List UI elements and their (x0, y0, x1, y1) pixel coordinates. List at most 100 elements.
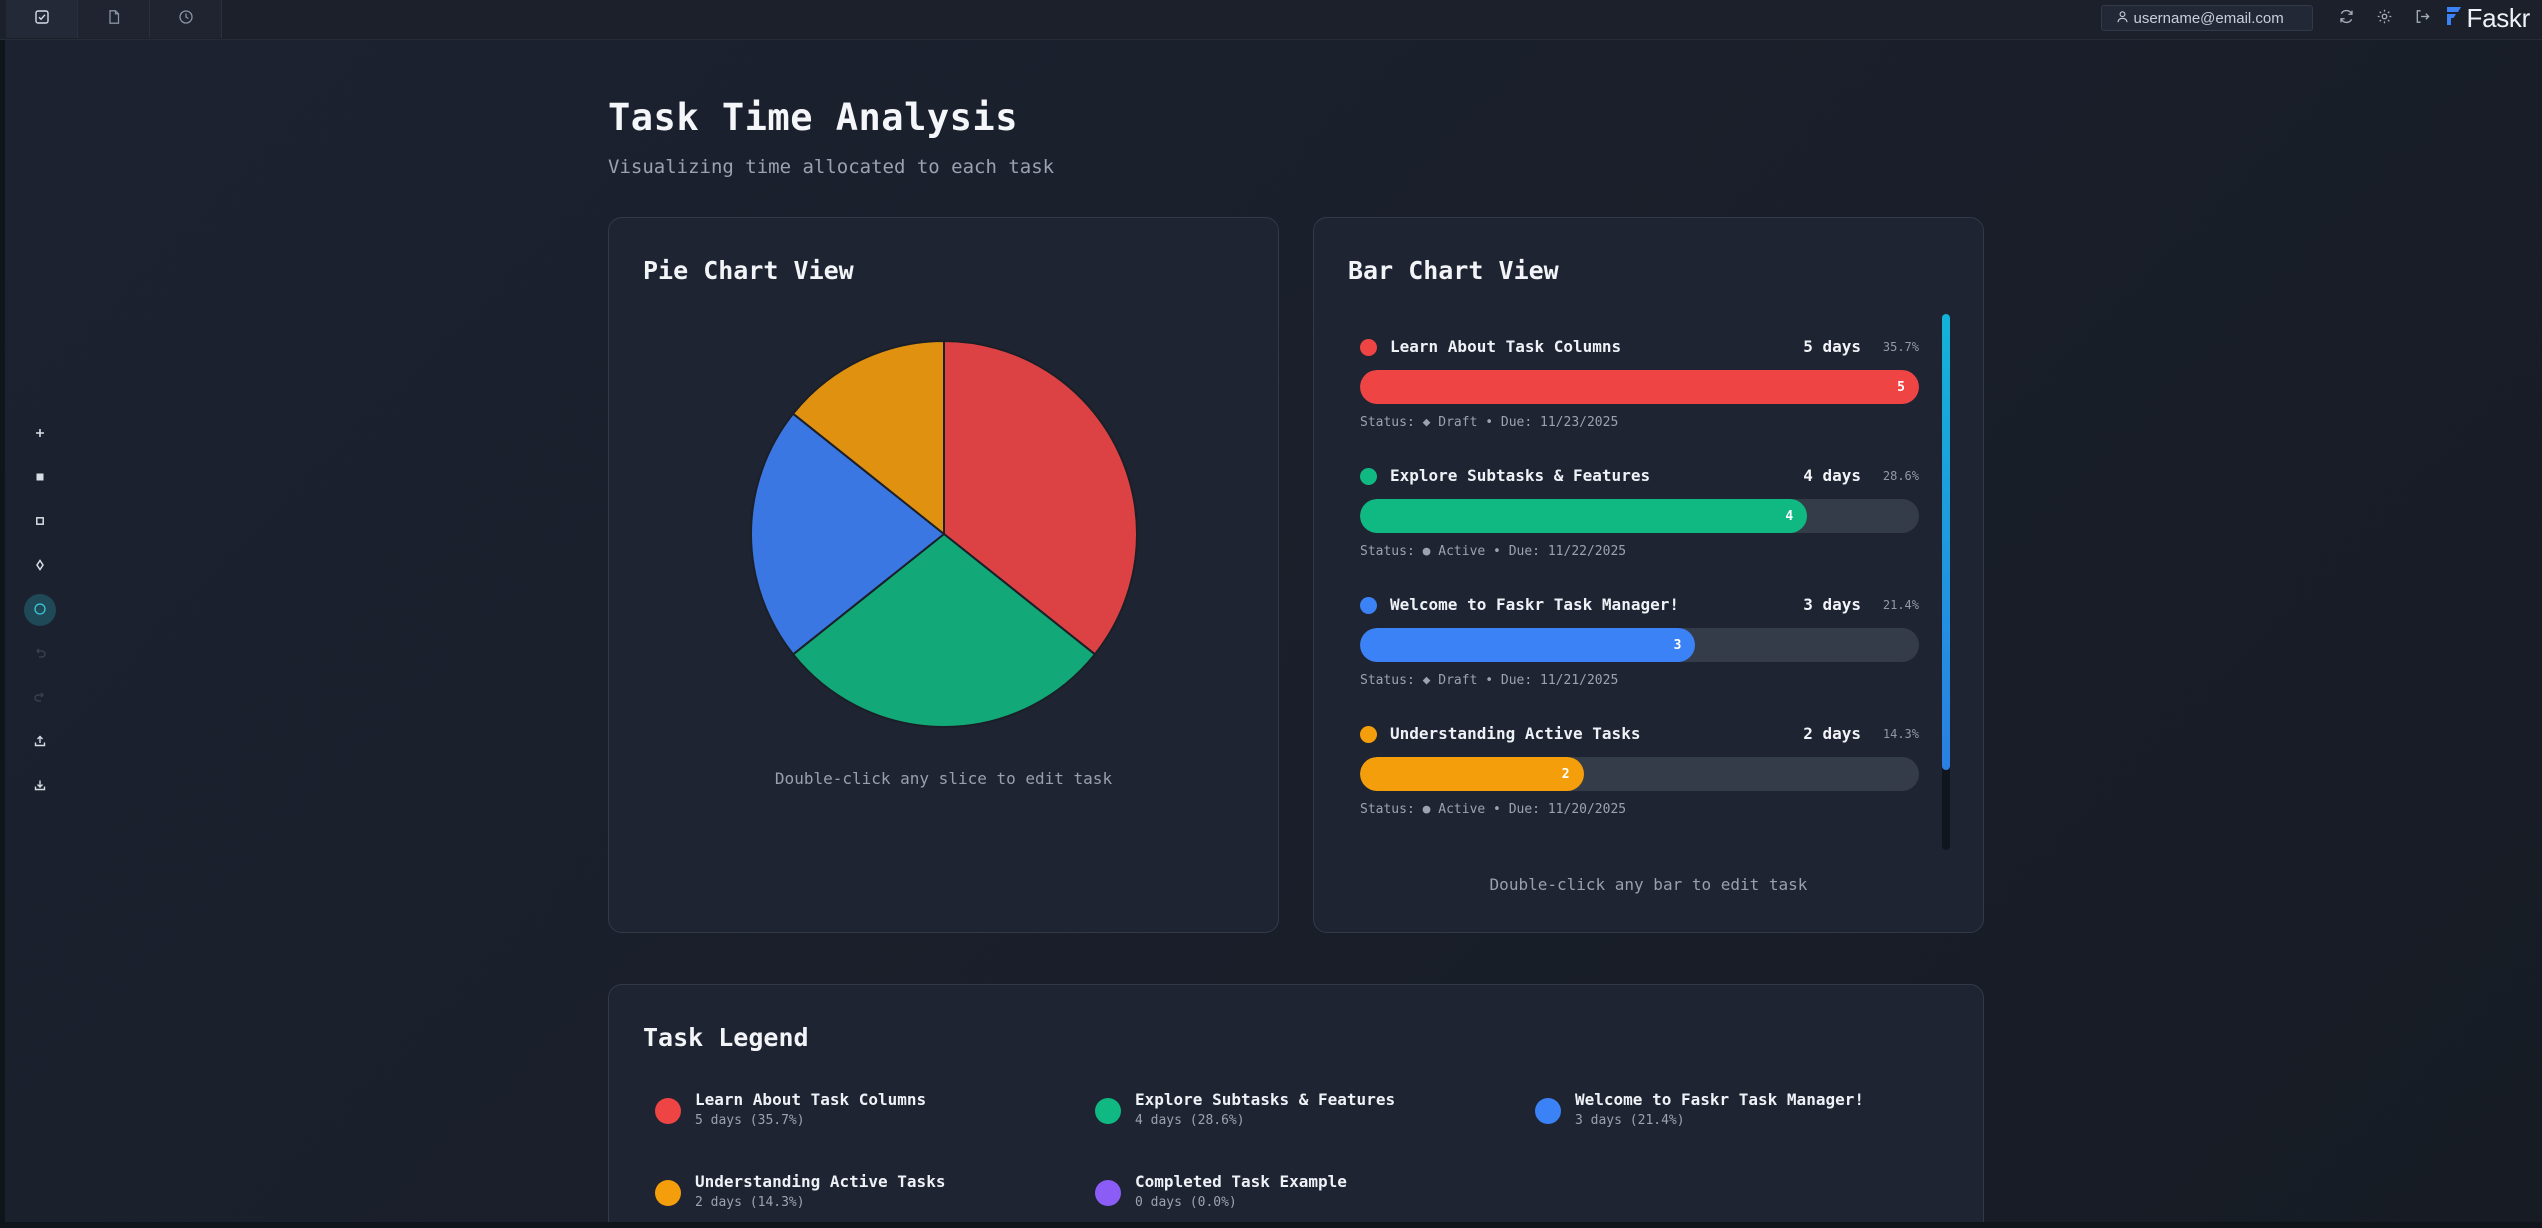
faskr-logo-icon (2445, 5, 2463, 31)
tab-tasks[interactable] (6, 0, 78, 38)
sync-button[interactable] (2327, 0, 2365, 36)
scrollbar-thumb[interactable] (1942, 314, 1950, 770)
checkbox-icon (34, 9, 50, 29)
legend-color-dot (1095, 1098, 1121, 1124)
filled-square-icon (33, 469, 47, 488)
legend-task-name: Understanding Active Tasks (695, 1172, 946, 1191)
gear-icon (2376, 8, 2393, 29)
undo-button[interactable] (20, 632, 60, 676)
legend-task-name: Explore Subtasks & Features (1135, 1090, 1396, 1109)
bar-task-status: Status: ◆ Draft • Due: 11/23/2025 (1360, 415, 1619, 430)
bar-list-scrollbar[interactable] (1942, 314, 1950, 850)
page-title: Task Time Analysis (608, 96, 1018, 139)
active-tool-highlight (24, 594, 56, 626)
legend-color-dot (1535, 1098, 1561, 1124)
redo-button[interactable] (20, 676, 60, 720)
bar-task-percent: 21.4% (1882, 598, 1919, 612)
pie-card-title: Pie Chart View (643, 256, 854, 285)
legend-task-name: Welcome to Faskr Task Manager! (1575, 1090, 1864, 1109)
task-color-dot (1360, 726, 1377, 743)
bar-value-label: 4 (1785, 508, 1794, 524)
pie-slice[interactable] (750, 412, 946, 656)
pie-slice[interactable] (791, 339, 945, 537)
bar-task-percent: 14.3% (1882, 727, 1919, 741)
upload-icon (33, 733, 47, 752)
legend-color-dot (655, 1180, 681, 1206)
refresh-icon (2338, 8, 2355, 29)
legend-card-title: Task Legend (643, 1023, 809, 1052)
logout-icon (2414, 8, 2431, 29)
export-button[interactable] (20, 720, 60, 764)
brand-name: Faskr (2466, 2, 2530, 33)
bar-card-title: Bar Chart View (1348, 256, 1559, 285)
circle-icon (33, 601, 47, 620)
bar-item[interactable]: Welcome to Faskr Task Manager! 3 days 21.4… (1360, 592, 1919, 688)
task-legend-card: Task Legend Learn About Task Columns 5 da… (608, 984, 1984, 1228)
pie-slice[interactable] (943, 339, 1138, 656)
left-edge (0, 0, 5, 1228)
task-color-dot (1360, 339, 1377, 356)
legend-task-summary: 0 days (0.0%) (1135, 1195, 1237, 1210)
bar-track[interactable]: 2 (1360, 757, 1919, 791)
user-account[interactable]: username@email.com (2101, 5, 2314, 31)
bar-value-label: 2 (1561, 766, 1570, 782)
pie-slice[interactable] (791, 532, 1097, 728)
filled-square-tool-button[interactable] (20, 456, 60, 500)
outline-square-tool-button[interactable] (20, 500, 60, 544)
redo-icon (33, 689, 47, 708)
bar-task-days: 4 days (1803, 466, 1861, 485)
bar-list[interactable]: Learn About Task Columns 5 days 35.7% 5 Stat… (1360, 314, 1946, 850)
legend-color-dot (1095, 1180, 1121, 1206)
tab-history[interactable] (150, 0, 222, 38)
bar-task-name: Understanding Active Tasks (1390, 724, 1641, 743)
settings-button[interactable] (2365, 0, 2403, 36)
circle-tool-button[interactable] (20, 588, 60, 632)
task-color-dot (1360, 597, 1377, 614)
bar-task-days: 5 days (1803, 337, 1861, 356)
bar-chart-card: Bar Chart View Learn About Task Columns 5… (1313, 217, 1984, 933)
bar-task-name: Learn About Task Columns (1390, 337, 1622, 356)
tab-documents[interactable] (78, 0, 150, 38)
bar-task-percent: 28.6% (1882, 469, 1919, 483)
legend-color-dot (655, 1098, 681, 1124)
bar-fill[interactable]: 3 (1360, 628, 1696, 662)
import-button[interactable] (20, 764, 60, 808)
logout-button[interactable] (2403, 0, 2441, 36)
plus-icon (33, 425, 47, 444)
top-right-controls: username@email.com Faskr (2101, 0, 2542, 36)
bar-task-status: Status: ● Active • Due: 11/22/2025 (1360, 544, 1627, 559)
bar-track[interactable]: 5 (1360, 370, 1919, 404)
bar-value-label: 3 (1673, 637, 1682, 653)
bar-track[interactable]: 3 (1360, 628, 1919, 662)
bar-fill[interactable]: 4 (1360, 499, 1808, 533)
diamond-tool-button[interactable] (20, 544, 60, 588)
document-icon (106, 9, 122, 29)
bar-fill[interactable]: 2 (1360, 757, 1584, 791)
bar-fill[interactable]: 5 (1360, 370, 1919, 404)
bar-track[interactable]: 4 (1360, 499, 1919, 533)
bar-task-name: Welcome to Faskr Task Manager! (1390, 595, 1679, 614)
legend-task-summary: 4 days (28.6%) (1135, 1113, 1245, 1128)
download-icon (33, 777, 47, 796)
bar-item[interactable]: Learn About Task Columns 5 days 35.7% 5 Stat… (1360, 334, 1919, 430)
bar-item[interactable]: Understanding Active Tasks 2 days 14.3% 2 St… (1360, 721, 1919, 817)
bottom-edge (0, 1222, 2542, 1228)
undo-icon (33, 645, 47, 664)
add-tool-button[interactable] (20, 412, 60, 456)
diamond-icon (33, 557, 47, 576)
bar-task-status: Status: ● Active • Due: 11/20/2025 (1360, 802, 1627, 817)
pie-chart-card: Pie Chart View Double-click any slice to… (608, 217, 1279, 933)
bar-task-days: 3 days (1803, 595, 1861, 614)
bar-task-status: Status: ◆ Draft • Due: 11/21/2025 (1360, 673, 1619, 688)
pie-chart (750, 339, 1138, 728)
brand[interactable]: Faskr (2445, 3, 2530, 34)
legend-task-name: Learn About Task Columns (695, 1090, 927, 1109)
legend-task-summary: 2 days (14.3%) (695, 1195, 805, 1210)
bar-task-days: 2 days (1803, 724, 1861, 743)
user-email: username@email.com (2133, 9, 2284, 27)
legend-task-name: Completed Task Example (1135, 1172, 1347, 1191)
bar-value-label: 5 (1897, 379, 1905, 395)
bar-hint: Double-click any bar to edit task (1489, 875, 1808, 894)
task-color-dot (1360, 468, 1377, 485)
bar-item[interactable]: Explore Subtasks & Features 4 days 28.6% 4 S… (1360, 463, 1919, 559)
